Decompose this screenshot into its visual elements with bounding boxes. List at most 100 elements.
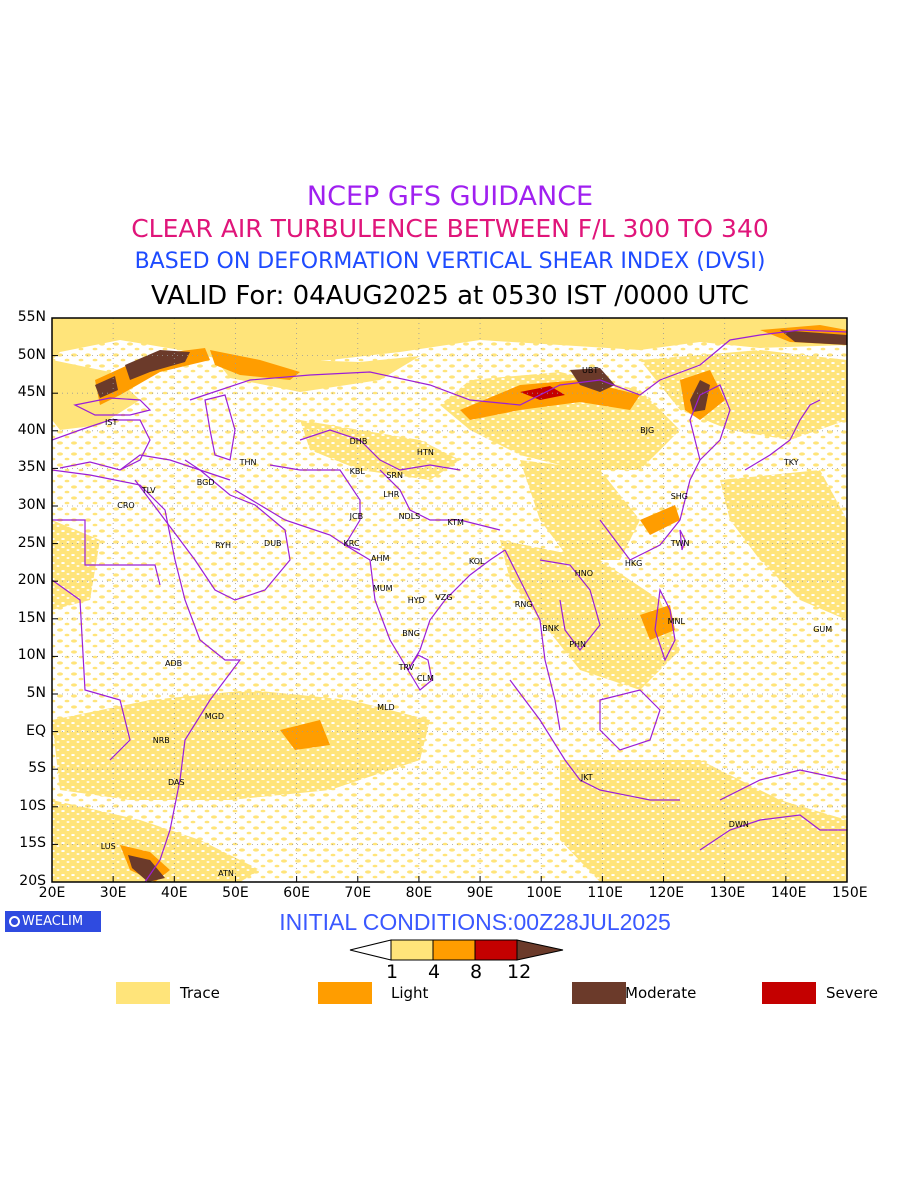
city-label: KRC xyxy=(343,538,360,548)
y-tick-label: 15N xyxy=(17,609,46,626)
city-label: LUS xyxy=(100,842,116,852)
city-label: UBT xyxy=(582,366,599,376)
city-label: DHB xyxy=(349,437,368,447)
city-label: CRO xyxy=(117,501,135,510)
y-tick-label: 5N xyxy=(26,685,46,701)
y-tick-label: 45N xyxy=(17,384,46,401)
colorbar-segment-light xyxy=(432,939,476,961)
city-label: KTM xyxy=(447,518,464,528)
map-frame xyxy=(51,317,848,883)
title-line2: CLEAR AIR TURBULENCE BETWEEN F/L 300 TO … xyxy=(131,214,769,243)
x-tick-label: 150E xyxy=(832,885,868,901)
city-label: TLV xyxy=(141,485,156,495)
city-label: NRB xyxy=(152,736,170,746)
city-label: DUB xyxy=(264,538,282,548)
y-tick-label: 5S xyxy=(28,760,46,777)
x-tick-label: 60E xyxy=(283,885,310,901)
city-label: DAS xyxy=(168,777,185,787)
city-label: TWN xyxy=(670,538,690,548)
x-tick-label: 120E xyxy=(648,885,685,901)
city-label: THN xyxy=(239,458,257,468)
axis-ticks xyxy=(51,317,848,883)
city-label: GUM xyxy=(813,625,833,635)
city-label: DWN xyxy=(728,819,749,829)
logo-text: WEACLIM xyxy=(22,914,84,929)
city-label: IST xyxy=(105,418,118,428)
y-tick-label: 25N xyxy=(17,534,46,551)
city-label: ATN xyxy=(218,868,234,878)
x-tick-label: 90E xyxy=(466,885,494,901)
city-label: MNL xyxy=(667,616,685,626)
y-tick-label: 10N xyxy=(17,647,46,664)
x-tick-label: 110E xyxy=(587,885,623,901)
x-tick-label: 50E xyxy=(222,885,249,901)
weaclim-logo: WEACLIM xyxy=(5,911,101,932)
x-tick-label: 70E xyxy=(344,885,372,901)
colorbar-high-arrow xyxy=(516,939,564,961)
city-label: ADB xyxy=(164,658,183,668)
y-tick-label: EQ xyxy=(26,722,46,739)
city-label: KBL xyxy=(349,467,365,477)
initial-conditions: INITIAL CONDITIONS:00Z28JUL2025 xyxy=(279,909,671,935)
city-label: BNG xyxy=(402,628,420,638)
x-tick-label: 100E xyxy=(526,885,562,901)
legend-label-trace: Trace xyxy=(180,984,220,1002)
city-label: BJG xyxy=(640,425,655,435)
city-label: MUM xyxy=(372,583,393,593)
colorbar-segment-trace xyxy=(390,939,434,961)
x-tick-label: 140E xyxy=(770,885,807,901)
city-label: JKT xyxy=(580,773,593,783)
city-label: NDLS xyxy=(398,512,421,522)
map-gridlines xyxy=(52,318,847,882)
city-label: TRV xyxy=(398,662,415,672)
y-tick-label: 10S xyxy=(19,797,46,814)
legend-label-severe: Severe xyxy=(826,984,878,1002)
colorbar-label-1: 1 xyxy=(386,961,399,983)
colorbar-label-8: 8 xyxy=(470,961,483,983)
legend-swatch-severe xyxy=(762,982,816,1004)
city-label: HNO xyxy=(574,568,593,578)
city-label: JCB xyxy=(349,512,364,522)
title-line1: NCEP GFS GUIDANCE xyxy=(306,181,594,212)
colorbar-label-4: 4 xyxy=(428,961,441,983)
city-label: BNK xyxy=(542,623,559,633)
city-label: VZG xyxy=(435,593,453,603)
colorbar xyxy=(349,939,564,961)
city-label: RNG xyxy=(514,600,533,610)
logo-ring-icon xyxy=(9,916,20,927)
legend-swatch-trace xyxy=(116,982,170,1004)
city-label: LHR xyxy=(383,489,400,499)
y-tick-label: 20N xyxy=(17,572,46,589)
y-tick-label: 35N xyxy=(17,459,46,476)
city-label: PHN xyxy=(569,640,587,650)
legend-label-moderate: Moderate xyxy=(625,984,697,1002)
y-tick-label: 20S xyxy=(19,873,46,889)
y-tick-label: 15S xyxy=(19,835,46,852)
city-label: SRN xyxy=(386,470,403,480)
colorbar-low-arrow xyxy=(349,939,392,961)
y-tick-label: 30N xyxy=(17,497,46,513)
city-label: CLM xyxy=(416,673,434,683)
x-tick-label: 80E xyxy=(405,885,433,901)
y-tick-label: 50N xyxy=(17,346,46,363)
x-tick-label: 40E xyxy=(160,885,188,901)
y-tick-label: 40N xyxy=(17,421,46,438)
city-label: MGD xyxy=(204,711,224,721)
city-label: HYD xyxy=(407,595,425,605)
title-line4: VALID For: 04AUG2025 at 0530 IST /0000 U… xyxy=(151,281,749,311)
city-label: HKG xyxy=(624,558,643,568)
title-line3: BASED ON DEFORMATION VERTICAL SHEAR INDE… xyxy=(134,249,766,274)
coastlines xyxy=(52,329,847,882)
legend-swatch-light xyxy=(318,982,372,1004)
x-tick-label: 20E xyxy=(38,885,66,901)
city-label: HTN xyxy=(416,448,434,458)
x-tick-label: 30E xyxy=(99,885,127,901)
city-label: AHM xyxy=(371,553,390,563)
city-label: BGD xyxy=(196,478,215,488)
y-tick-label: 55N xyxy=(17,309,46,325)
city-label: TKY xyxy=(783,458,799,468)
city-label: KOL xyxy=(468,557,485,567)
colorbar-segment-severe xyxy=(474,939,518,961)
colorbar-label-12: 12 xyxy=(507,961,532,983)
legend-label-light: Light xyxy=(391,984,429,1002)
